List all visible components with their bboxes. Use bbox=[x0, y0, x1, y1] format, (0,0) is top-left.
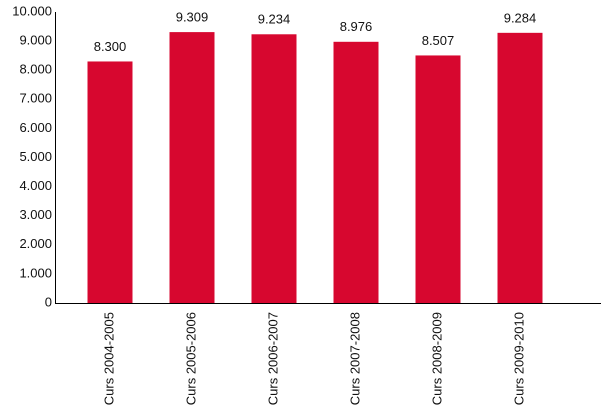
bar bbox=[497, 32, 543, 303]
y-tick-label: 6.000 bbox=[19, 120, 52, 135]
x-tick-label: Curs 2006-2007 bbox=[265, 312, 280, 405]
bar bbox=[415, 55, 461, 303]
value-label: 8.300 bbox=[94, 39, 127, 54]
y-tick-label: 7.000 bbox=[19, 91, 52, 106]
y-tick-label: 2.000 bbox=[19, 236, 52, 251]
bar bbox=[251, 34, 297, 304]
y-tick-label: 3.000 bbox=[19, 207, 52, 222]
value-label: 9.309 bbox=[176, 10, 209, 25]
y-tick-label: 8.000 bbox=[19, 62, 52, 77]
y-tick-label: 9.000 bbox=[19, 33, 52, 48]
value-label: 9.234 bbox=[258, 12, 291, 27]
value-label: 9.284 bbox=[504, 10, 537, 25]
x-tick-label: Curs 2005-2006 bbox=[183, 312, 198, 405]
x-tick-label: Curs 2007-2008 bbox=[347, 312, 362, 405]
bar bbox=[333, 41, 379, 303]
x-tick-label: Curs 2009-2010 bbox=[511, 312, 526, 405]
y-tick-label: 5.000 bbox=[19, 149, 52, 164]
x-tick-label: Curs 2004-2005 bbox=[101, 312, 116, 405]
x-tick-label: Curs 2008-2009 bbox=[429, 312, 444, 405]
bar bbox=[169, 32, 215, 304]
y-tick-label: 0 bbox=[45, 294, 52, 309]
bar bbox=[87, 61, 133, 303]
y-tick-label: 4.000 bbox=[19, 178, 52, 193]
value-label: 8.507 bbox=[422, 33, 455, 48]
value-label: 8.976 bbox=[340, 19, 373, 34]
y-tick-label: 1.000 bbox=[19, 265, 52, 280]
y-tick-label: 10.000 bbox=[12, 3, 52, 18]
